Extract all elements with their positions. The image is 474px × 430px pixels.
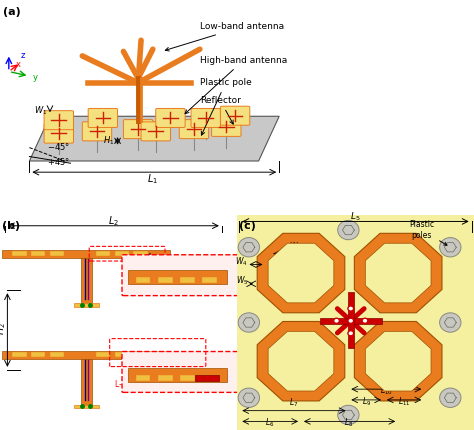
Bar [180,375,195,381]
FancyBboxPatch shape [220,106,250,125]
Bar [73,405,99,408]
Bar [31,252,46,256]
Text: Reflector: Reflector [200,96,241,124]
Text: Plastic
poles: Plastic poles [409,220,447,245]
FancyBboxPatch shape [122,352,238,392]
Bar [96,353,110,357]
Text: L-shaped slot: L-shaped slot [115,381,166,390]
Circle shape [439,313,461,332]
FancyBboxPatch shape [44,124,73,143]
Circle shape [337,405,359,425]
Bar [115,353,129,357]
FancyBboxPatch shape [156,108,185,127]
Bar [202,277,217,283]
FancyBboxPatch shape [141,122,171,141]
Bar [158,277,173,283]
Circle shape [238,313,259,332]
Polygon shape [355,233,442,313]
Circle shape [362,318,368,323]
Circle shape [238,237,259,257]
Polygon shape [257,322,345,401]
Text: High-band antenna: High-band antenna [185,56,287,114]
FancyBboxPatch shape [44,111,73,130]
Bar [158,375,173,381]
Circle shape [439,388,461,408]
Circle shape [337,220,359,240]
Polygon shape [268,332,334,391]
Text: $W_6$: $W_6$ [289,240,301,253]
Bar [348,292,354,348]
Bar [81,258,91,304]
FancyBboxPatch shape [122,255,238,296]
Bar [81,359,91,405]
Polygon shape [268,243,334,303]
Bar [2,249,170,258]
Text: x: x [16,60,21,69]
FancyBboxPatch shape [179,120,209,138]
Bar [136,375,150,381]
Text: $W_4$: $W_4$ [236,255,248,268]
Polygon shape [365,243,431,303]
Text: $W_1$: $W_1$ [35,104,48,117]
Bar [180,277,195,283]
FancyBboxPatch shape [211,117,241,136]
FancyBboxPatch shape [123,120,153,138]
Bar [12,252,27,256]
Circle shape [238,388,259,408]
Text: Plastic pole: Plastic pole [200,78,252,135]
Bar [12,353,27,357]
Bar [73,304,99,307]
Text: $L_4$: $L_4$ [146,258,155,271]
Bar [96,252,110,256]
Text: z: z [20,51,25,60]
Text: $L_9$: $L_9$ [362,395,371,408]
Bar [133,252,148,256]
Text: $L_6$: $L_6$ [265,417,275,429]
FancyBboxPatch shape [191,108,220,127]
Polygon shape [355,322,442,401]
Bar [50,353,64,357]
Circle shape [348,331,354,336]
Text: $W_3$: $W_3$ [217,270,229,283]
Text: $L_1$: $L_1$ [147,172,158,186]
Polygon shape [257,233,345,313]
Text: $+45°$: $+45°$ [47,157,70,167]
Text: (b): (b) [2,221,20,231]
Text: $L_{11}$: $L_{11}$ [398,395,410,408]
Bar [2,350,170,359]
Text: $-45°$: $-45°$ [47,141,70,152]
Bar [115,252,129,256]
Bar [31,353,46,357]
Bar [133,353,148,357]
Circle shape [348,318,354,323]
Text: $W_2$: $W_2$ [155,280,168,293]
Text: $H_1$: $H_1$ [103,135,114,147]
Text: $L_3$: $L_3$ [170,256,180,268]
Text: $L_8$: $L_8$ [344,417,353,429]
Text: $L_2$: $L_2$ [108,215,119,228]
Text: $L_{10}$: $L_{10}$ [380,384,392,397]
Text: (c): (c) [239,221,256,231]
Circle shape [348,306,354,311]
Bar [128,368,227,382]
Bar [320,318,382,323]
FancyBboxPatch shape [88,108,118,127]
Text: $L_7$: $L_7$ [289,396,299,409]
Text: $L_5$: $L_5$ [350,211,361,224]
Text: y: y [32,74,37,83]
Polygon shape [365,332,431,391]
Circle shape [334,318,339,323]
Bar [128,270,227,284]
Text: Low-band antenna: Low-band antenna [165,22,284,51]
FancyBboxPatch shape [82,122,112,141]
Polygon shape [29,116,279,161]
Bar [195,375,219,381]
Text: $H_2$: $H_2$ [0,322,8,335]
Text: (a): (a) [3,7,21,17]
Text: $W_5$: $W_5$ [236,275,248,287]
Bar [136,277,150,283]
Circle shape [439,237,461,257]
Bar [50,252,64,256]
